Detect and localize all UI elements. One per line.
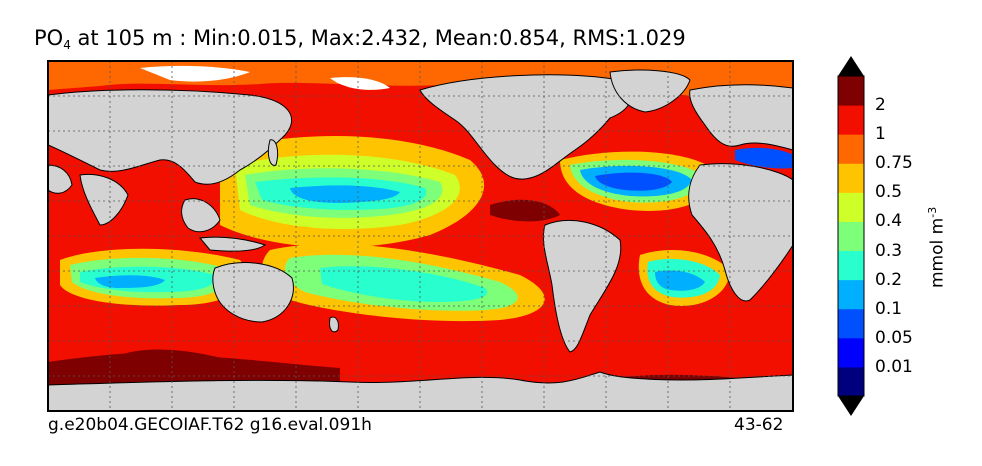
south-atlantic-gyre-core bbox=[655, 270, 705, 291]
africa bbox=[688, 163, 793, 302]
south-pacific-gyre-core bbox=[320, 266, 488, 302]
colorbar-segment bbox=[838, 308, 864, 339]
colorbar-segment bbox=[838, 279, 864, 310]
colorbar-frame bbox=[837, 75, 865, 397]
colorbar-tick-label: 0.75 bbox=[875, 153, 913, 174]
map-frame bbox=[47, 60, 794, 412]
colorbar-segment bbox=[838, 76, 864, 106]
colorbar-segment bbox=[838, 250, 864, 281]
colorbar-tick-label: 0.1 bbox=[875, 298, 903, 319]
mediterranean-low bbox=[735, 147, 793, 169]
australia bbox=[212, 262, 294, 323]
colorbar-segment bbox=[838, 134, 864, 164]
colorbar-segment bbox=[838, 192, 864, 222]
japan bbox=[267, 139, 279, 166]
colorbar-unit-label: mmol m-3 bbox=[926, 207, 948, 288]
colorbar-extend-min bbox=[838, 396, 864, 416]
colorbar-tick-label: 1 bbox=[875, 124, 886, 145]
unit-exponent: -3 bbox=[926, 206, 939, 218]
case-name: g.e20b04.GECOIAF.T62 g16.eval.091h bbox=[48, 415, 372, 435]
graticule bbox=[48, 61, 793, 411]
indian-ocean-gyre-core bbox=[95, 275, 165, 288]
indonesia bbox=[199, 236, 267, 252]
colorbar-tick-label: 0.2 bbox=[875, 269, 903, 290]
new-zealand bbox=[329, 316, 339, 333]
colorbar-extend-max bbox=[838, 56, 864, 76]
europe bbox=[689, 84, 793, 151]
title-variable: PO bbox=[34, 26, 64, 50]
map-plot-area bbox=[48, 61, 793, 411]
north-pacific-gyre-core bbox=[290, 185, 400, 203]
india bbox=[79, 173, 129, 226]
colorbar-segment bbox=[838, 366, 864, 397]
map-title: PO4 at 105 m : Min:0.015, Max:2.432, Mea… bbox=[34, 26, 686, 52]
arctic-ice bbox=[140, 65, 250, 82]
colorbar-tick-label: 0.5 bbox=[875, 182, 903, 203]
colorbar-segment bbox=[838, 163, 864, 193]
north-america bbox=[419, 74, 632, 180]
colorbar-tick-label: 0.01 bbox=[875, 356, 913, 377]
colorbar-tick-label: 2 bbox=[875, 95, 886, 116]
colorbar-segment bbox=[838, 105, 864, 135]
arctic-ice-2 bbox=[330, 77, 390, 90]
colorbar-tick-label: 0.05 bbox=[875, 327, 913, 348]
equatorial-pacific-high bbox=[490, 199, 560, 222]
southeast-asia bbox=[181, 198, 221, 233]
south-america bbox=[542, 219, 622, 353]
unit-text: mmol m bbox=[927, 217, 948, 288]
colorbar-tick-label: 0.4 bbox=[875, 211, 903, 232]
colorbar-segment bbox=[838, 337, 864, 368]
title-stats: at 105 m : Min:0.015, Max:2.432, Mean:0.… bbox=[77, 26, 686, 50]
year-range: 43-62 bbox=[734, 415, 784, 435]
southern-ocean-high-patch bbox=[120, 349, 239, 373]
colorbar-segment bbox=[838, 221, 864, 252]
colorbar bbox=[837, 56, 865, 416]
title-subscript: 4 bbox=[63, 38, 71, 52]
colorbar-tick-label: 0.3 bbox=[875, 240, 903, 261]
arabia bbox=[48, 164, 73, 194]
north-atlantic-gyre-core bbox=[595, 172, 672, 191]
